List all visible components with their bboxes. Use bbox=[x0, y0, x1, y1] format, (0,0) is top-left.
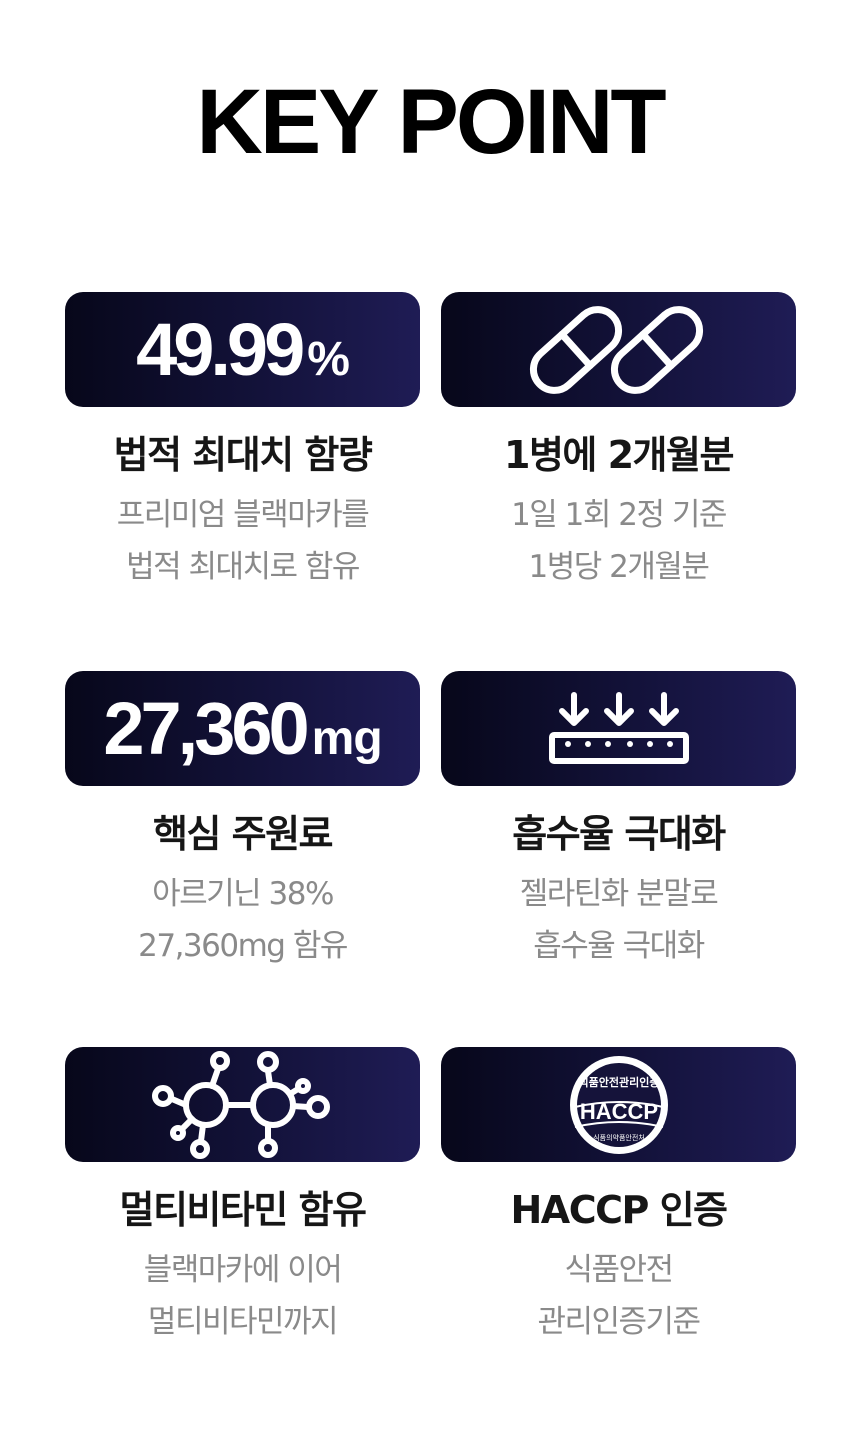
badge-unit: mg bbox=[311, 712, 383, 765]
badge-value: 27,360 bbox=[103, 687, 309, 770]
badge-value: 49.99 bbox=[136, 308, 305, 391]
haccp-badge: 식품안전관리인증 HACCP 식품의약품안전처 bbox=[441, 1047, 796, 1162]
card-title: 1병에 2개월분 bbox=[504, 433, 734, 477]
haccp-seal-icon: 식품안전관리인증 HACCP 식품의약품안전처 bbox=[567, 1053, 671, 1157]
description-line: 1병당 2개월분 bbox=[528, 549, 710, 585]
seal-bottom-text: 식품의약품안전처 bbox=[593, 1133, 645, 1142]
key-point-card-absorption: 흡수율 극대화 젤라틴화 분말로 흡수율 극대화 bbox=[441, 671, 796, 972]
card-description: 아르기닌 38% 27,360mg 함유 bbox=[65, 868, 420, 972]
absorption-badge bbox=[441, 671, 796, 786]
card-title: 멀티비타민 함유 bbox=[119, 1188, 367, 1232]
molecule-icon bbox=[148, 1049, 338, 1161]
key-point-card-haccp: 식품안전관리인증 HACCP 식품의약품안전처 HACCP 인증 식품안전 관리… bbox=[441, 1047, 796, 1348]
card-title: HACCP 인증 bbox=[510, 1188, 729, 1232]
description-line: 1일 1회 2정 기준 bbox=[511, 497, 727, 533]
card-title: 핵심 주원료 bbox=[152, 812, 334, 856]
molecule-badge bbox=[65, 1047, 420, 1162]
amount-badge: 27,360 mg bbox=[65, 671, 420, 786]
seal-main-text: HACCP bbox=[579, 1099, 657, 1124]
description-line: 프리미엄 블랙마카를 bbox=[116, 497, 370, 533]
key-point-card-content: 49.99 % 법적 최대치 함량 프리미엄 블랙마카를 법적 최대치로 함유 bbox=[65, 292, 420, 593]
description-line: 블랙마카에 이어 bbox=[143, 1252, 343, 1288]
card-description: 젤라틴화 분말로 흡수율 극대화 bbox=[441, 868, 796, 972]
key-point-card-ingredient: 27,360 mg 핵심 주원료 아르기닌 38% 27,360mg 함유 bbox=[65, 671, 420, 972]
description-line: 아르기닌 38% bbox=[152, 876, 334, 912]
page-title: KEY POINT bbox=[196, 71, 666, 173]
card-description: 1일 1회 2정 기준 1병당 2개월분 bbox=[441, 489, 796, 593]
card-description: 프리미엄 블랙마카를 법적 최대치로 함유 bbox=[65, 489, 420, 593]
description-line: 법적 최대치로 함유 bbox=[126, 549, 360, 585]
description-line: 젤라틴화 분말로 bbox=[519, 876, 719, 912]
percentage-badge: 49.99 % bbox=[65, 292, 420, 407]
capsule-pills-icon bbox=[529, 302, 709, 398]
card-title: 법적 최대치 함량 bbox=[113, 433, 373, 477]
description-line: 관리인증기준 bbox=[537, 1304, 701, 1340]
description-line: 흡수율 극대화 bbox=[533, 928, 705, 964]
card-description: 식품안전 관리인증기준 bbox=[441, 1244, 796, 1348]
badge-unit: % bbox=[307, 333, 350, 386]
seal-top-text: 식품안전관리인증 bbox=[578, 1075, 659, 1089]
card-title: 흡수율 극대화 bbox=[512, 812, 726, 856]
absorption-arrows-icon bbox=[544, 689, 694, 769]
description-line: 식품안전 bbox=[564, 1252, 674, 1288]
key-point-card-dosage: 1병에 2개월분 1일 1회 2정 기준 1병당 2개월분 bbox=[441, 292, 796, 593]
card-description: 블랙마카에 이어 멀티비타민까지 bbox=[65, 1244, 420, 1348]
description-line: 멀티비타민까지 bbox=[147, 1304, 339, 1340]
key-point-card-multivitamin: 멀티비타민 함유 블랙마카에 이어 멀티비타민까지 bbox=[65, 1047, 420, 1348]
capsule-badge bbox=[441, 292, 796, 407]
description-line: 27,360mg 함유 bbox=[138, 928, 348, 964]
